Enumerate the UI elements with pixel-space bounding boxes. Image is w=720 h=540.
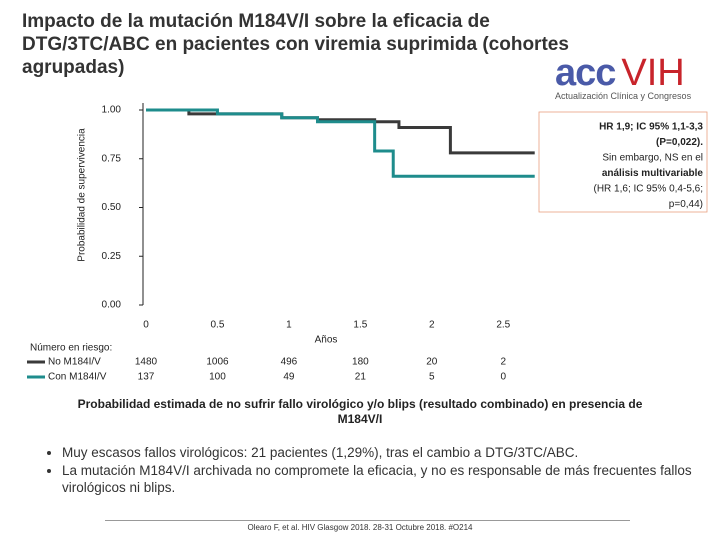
survival-curve [146, 108, 535, 155]
footer-rule [105, 520, 630, 521]
at-risk-count: 2 [500, 357, 506, 368]
chart: 0.00 0.25 0.50 0.75 1.00 0 0.5 1 1.5 2 2.5 Años Prob… [27, 103, 708, 383]
caption: Probabilidad estimada de no sufrir fallo… [77, 397, 643, 426]
at-risk-count: 49 [283, 372, 295, 383]
legend-label: No M184I/V [48, 357, 101, 368]
bullet-list: Muy escasos fallos virológicos: 21 pacie… [18, 444, 720, 497]
footer: Olearo F, et al. HIV Glasgow 2018. 28-31… [247, 523, 473, 532]
at-risk-count: 5 [429, 372, 435, 383]
at-risk-count: 21 [355, 372, 367, 383]
x-tick-label: 1.5 [353, 320, 367, 331]
annotation-line: (HR 1,6; IC 95% 0,4-5,6; [594, 184, 704, 195]
y-tick-label: 1.00 [102, 105, 122, 116]
at-risk-count: 1006 [206, 357, 229, 368]
logo: acc VIH Actualización Clínica y Congresos [555, 52, 715, 101]
x-tick-label: 2.5 [496, 320, 510, 331]
at-risk-count: 496 [281, 357, 298, 368]
x-axis-label: Años [315, 335, 338, 346]
at-risk-count: 100 [209, 372, 226, 383]
annotation-line: HR 1,9; IC 95% 1,1-3,3 [599, 122, 703, 133]
at-risk-count: 20 [426, 357, 438, 368]
logo-name: VIH [621, 52, 685, 94]
survival-curve [146, 108, 535, 178]
y-axis-label: Probabilidad de supervivencia [77, 128, 88, 262]
x-tick-label: 0.5 [211, 320, 225, 331]
legend-label: Con M184I/V [48, 372, 107, 383]
y-tick-label: 0.00 [102, 300, 122, 311]
logo-brand: acc [555, 52, 616, 94]
annotation-line: Sin embargo, NS en el [602, 153, 703, 164]
annotation-line: (P=0,022). [656, 137, 703, 148]
at-risk-count: 137 [138, 372, 155, 383]
y-tick-label: 0.75 [102, 153, 122, 164]
annotation-box [538, 111, 708, 213]
slide-title: Impacto de la mutación M184V/I sobre la … [22, 11, 569, 78]
x-tick-label: 2 [429, 320, 435, 331]
y-tick-label: 0.50 [102, 202, 122, 213]
annotation-line: p=0,44) [669, 199, 703, 210]
annotation-line: análisis multivariable [602, 168, 704, 179]
bullet: La mutación M184V/I archivada no comprom… [62, 462, 720, 496]
at-risk-label: Número en riesgo: [30, 343, 112, 354]
y-tick-label: 0.25 [102, 251, 122, 262]
x-tick-label: 1 [286, 320, 292, 331]
at-risk-count: 180 [352, 357, 369, 368]
bullet: Muy escasos fallos virológicos: 21 pacie… [62, 444, 720, 461]
at-risk-count: 1480 [135, 357, 158, 368]
x-tick-label: 0 [143, 320, 149, 331]
at-risk-count: 0 [500, 372, 506, 383]
logo-tagline: Actualización Clínica y Congresos [555, 91, 692, 101]
